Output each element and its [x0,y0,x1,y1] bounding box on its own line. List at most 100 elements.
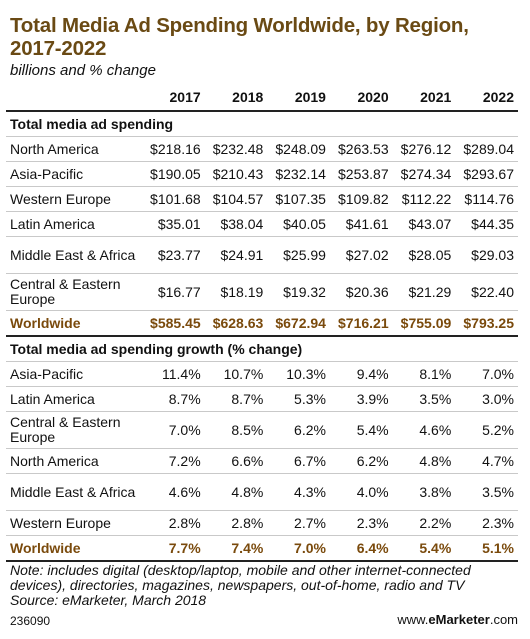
section-heading: Total media ad spending growth (% change… [6,336,518,362]
cell-value: $293.67 [455,161,518,187]
cell-value: 4.3% [267,473,330,511]
cell-value: $38.04 [204,211,268,237]
table-body: Total media ad spending North America $218… [6,111,518,562]
note-text: Note: includes digital (desktop/laptop, … [10,562,471,593]
cell-value: $35.01 [142,211,205,237]
cell-value: $263.53 [329,136,393,162]
total-row: Worldwide $585.45 $628.63 $672.94 $716.21 $75… [6,310,518,337]
row-label: Middle East & Africa [6,236,142,274]
cell-value: 10.7% [204,361,268,387]
year-header: 2022 [455,83,518,112]
cell-value: $248.09 [267,136,330,162]
header-row: 2017 2018 2019 2020 2021 2022 [6,83,518,112]
cell-value: 7.0% [142,411,205,449]
cell-value: $101.68 [142,186,205,212]
table-row: Latin America 8.7% 8.7% 5.3% 3.9% 3.5% 3.0% [6,386,518,412]
row-label: Latin America [6,386,142,412]
cell-value: $190.05 [142,161,205,187]
row-label: Middle East & Africa [6,473,142,511]
year-header: 2017 [142,83,205,112]
brand-name: eMarketer [428,612,490,627]
brand-suffix: .com [489,612,518,627]
cell-value: $20.36 [329,273,393,311]
cell-value: $109.82 [329,186,393,212]
cell-value: 8.7% [204,386,268,412]
cell-value: 6.4% [329,535,393,562]
chart-title: Total Media Ad Spending Worldwide, by Re… [10,14,469,60]
cell-value: 2.3% [329,510,393,536]
cell-value: $585.45 [142,310,205,337]
cell-value: 5.1% [455,535,518,562]
cell-value: 4.8% [204,473,268,511]
row-label: Asia-Pacific [6,161,142,187]
cell-value: 6.7% [267,448,330,474]
cell-value: 3.5% [392,386,456,412]
header-blank [6,83,142,112]
cell-value: $22.40 [455,273,518,311]
cell-value: 4.8% [392,448,456,474]
section-heading: Total media ad spending [6,111,518,137]
cell-value: 9.4% [329,361,393,387]
cell-value: $104.57 [204,186,268,212]
row-label: Worldwide [6,310,142,337]
cell-value: 7.2% [142,448,205,474]
cell-value: 4.6% [392,411,456,449]
cell-value: 6.2% [267,411,330,449]
cell-value: $289.04 [455,136,518,162]
cell-value: $40.05 [267,211,330,237]
cell-value: $21.29 [392,273,456,311]
table-row: Western Europe $101.68 $104.57 $107.35 $109.… [6,186,518,212]
cell-value: 3.9% [329,386,393,412]
cell-value: $276.12 [392,136,456,162]
table-row: Central & Eastern Europe $16.77 $18.19 $19.… [6,273,518,311]
cell-value: $29.03 [455,236,518,274]
row-label: Central & Eastern Europe [6,273,142,311]
cell-value: 8.1% [392,361,456,387]
cell-value: $253.87 [329,161,393,187]
cell-value: $232.14 [267,161,330,187]
row-label: Latin America [6,211,142,237]
year-header: 2020 [329,83,393,112]
cell-value: $793.25 [455,310,518,337]
cell-value: 8.5% [204,411,268,449]
footnote: Note: includes digital (desktop/laptop, … [10,563,515,608]
cell-value: $628.63 [204,310,268,337]
cell-value: $23.77 [142,236,205,274]
table-row: Asia-Pacific $190.05 $210.43 $232.14 $253.87… [6,161,518,187]
source-text: Source: eMarketer, March 2018 [10,592,207,608]
row-label: Central & Eastern Europe [6,411,142,449]
year-header: 2018 [204,83,268,112]
cell-value: 6.2% [329,448,393,474]
cell-value: 2.2% [392,510,456,536]
cell-value: $112.22 [392,186,456,212]
cell-value: 3.8% [392,473,456,511]
cell-value: $44.35 [455,211,518,237]
cell-value: 10.3% [267,361,330,387]
row-label: Western Europe [6,186,142,212]
row-label: North America [6,448,142,474]
cell-value: $41.61 [329,211,393,237]
table-row: Asia-Pacific 11.4% 10.7% 10.3% 9.4% 8.1% 7.0% [6,361,518,387]
cell-value: 8.7% [142,386,205,412]
cell-value: 11.4% [142,361,205,387]
table-row: Western Europe 2.8% 2.8% 2.7% 2.3% 2.2% 2.3% [6,510,518,536]
cell-value: 3.0% [455,386,518,412]
table-row: North America $218.16 $232.48 $248.09 $263.5… [6,136,518,162]
table-row: Latin America $35.01 $38.04 $40.05 $41.61 $43… [6,211,518,237]
cell-value: 4.6% [142,473,205,511]
year-header: 2019 [267,83,330,112]
cell-value: $114.76 [455,186,518,212]
cell-value: 2.7% [267,510,330,536]
cell-value: 2.8% [204,510,268,536]
cell-value: 5.4% [392,535,456,562]
cell-value: $24.91 [204,236,268,274]
table-row: Middle East & Africa $23.77 $24.91 $25.99 $2… [6,236,518,274]
cell-value: 2.8% [142,510,205,536]
cell-value: $274.34 [392,161,456,187]
cell-value: $218.16 [142,136,205,162]
cell-value: 4.0% [329,473,393,511]
cell-value: 7.0% [455,361,518,387]
cell-value: $107.35 [267,186,330,212]
cell-value: $19.32 [267,273,330,311]
cell-value: 7.4% [204,535,268,562]
